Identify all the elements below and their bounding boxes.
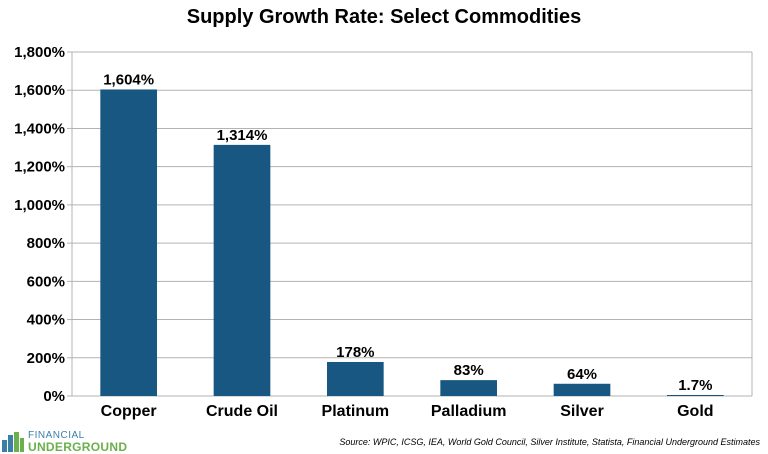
data-label: 178% (336, 344, 374, 361)
y-tick-label: 200% (27, 350, 65, 367)
x-tick-label: Silver (560, 403, 604, 420)
bar-silver (553, 383, 611, 396)
bar-palladium (440, 380, 497, 396)
data-label: 83% (454, 362, 484, 379)
y-tick-label: 0% (43, 388, 65, 405)
y-tick-label: 1,200% (14, 159, 65, 176)
y-tick-label: 1,400% (14, 120, 65, 137)
y-tick-label: 600% (27, 273, 65, 290)
y-tick-label: 800% (27, 235, 65, 252)
data-label: 1,314% (217, 127, 268, 144)
chart-title: Supply Growth Rate: Select Commodities (186, 6, 582, 28)
data-label: 1.7% (678, 377, 712, 394)
logo-icon (2, 432, 24, 452)
logo-text-top: FINANCIAL (28, 430, 85, 441)
bar-crude-oil (213, 144, 271, 396)
y-tick-label: 1,000% (14, 197, 65, 214)
data-label: 64% (567, 366, 597, 383)
y-tick-label: 1,600% (14, 82, 65, 99)
x-tick-label: Gold (677, 403, 713, 420)
bar-chart: 0% 200% 400% 600% 800% 1,000% 1,200% 1,400% 1,60… (14, 44, 753, 420)
data-label: 1,604% (103, 71, 154, 88)
y-tick-label: 1,800% (14, 44, 65, 61)
bar-gold (667, 395, 724, 396)
source-note: Source: WPIC, ICSG, IEA, World Gold Coun… (339, 437, 760, 447)
x-tick-label: Crude Oil (206, 403, 278, 420)
x-tick-label: Platinum (322, 403, 390, 420)
financial-underground-logo: FINANCIAL UNDERGROUND (2, 430, 132, 454)
bar-platinum (327, 361, 384, 396)
logo-text-bottom: UNDERGROUND (28, 440, 128, 454)
bar-copper (100, 89, 157, 397)
x-tick-label: Copper (101, 403, 157, 420)
y-tick-label: 400% (27, 312, 65, 329)
x-tick-label: Palladium (431, 403, 507, 420)
